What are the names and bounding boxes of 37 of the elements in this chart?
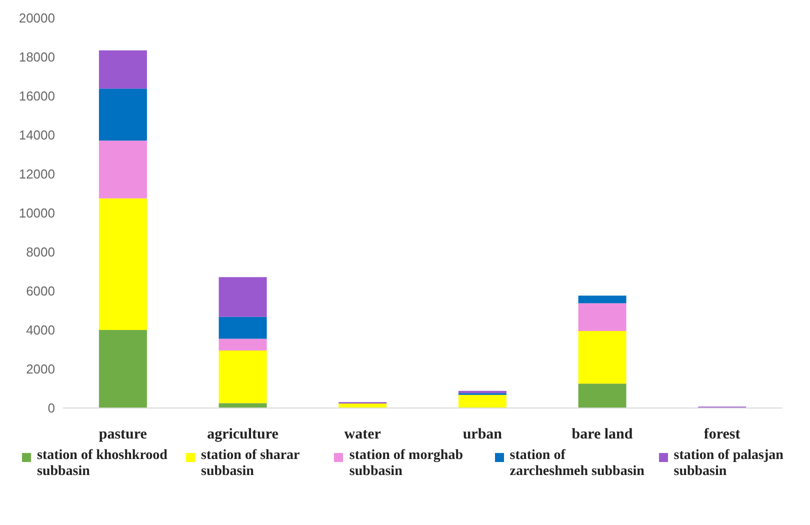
x-tick-label: pasture: [98, 426, 148, 443]
y-tick-label: 0: [48, 400, 55, 416]
bar: [218, 350, 267, 404]
bar: [458, 394, 506, 408]
bar: [578, 384, 626, 408]
bar: [218, 338, 267, 350]
bar: [98, 140, 147, 198]
bar: [218, 403, 267, 408]
legend-label: station of morghab subbasin: [349, 448, 464, 480]
bar: [98, 198, 147, 330]
bar: [578, 330, 626, 384]
y-tick-label: 20000: [18, 10, 55, 26]
y-tick-label: 8000: [26, 244, 55, 260]
legend-label: station of zarcheshmeh subbasin: [510, 448, 645, 480]
y-tick-label: 14000: [18, 128, 55, 143]
bar: [98, 330, 147, 408]
y-tick-label: 18000: [18, 50, 55, 65]
legend-label: station of khoshkrood subbasin: [37, 448, 168, 480]
bar: [98, 88, 147, 141]
bar: [98, 50, 147, 89]
legend-label: station of palasjan subbasin: [674, 448, 784, 480]
x-tick-label: agriculture: [207, 426, 279, 443]
y-tick-label: 4000: [26, 322, 55, 338]
bar: [218, 316, 267, 339]
y-tick-label: 10000: [18, 206, 55, 221]
y-tick-label: 12000: [18, 166, 55, 182]
bar: [218, 277, 267, 317]
y-tick-label: 16000: [18, 88, 55, 104]
bar: [578, 303, 626, 331]
x-tick-label: bare land: [572, 426, 634, 443]
bar: [578, 296, 626, 304]
y-tick-label: 6000: [26, 284, 55, 299]
x-tick-label: forest: [704, 426, 740, 443]
x-tick-label: urban: [462, 426, 503, 443]
y-tick-label: 2000: [26, 362, 55, 377]
legend-label: station of sharar subbasin: [201, 448, 301, 480]
x-tick-label: water: [344, 426, 382, 443]
